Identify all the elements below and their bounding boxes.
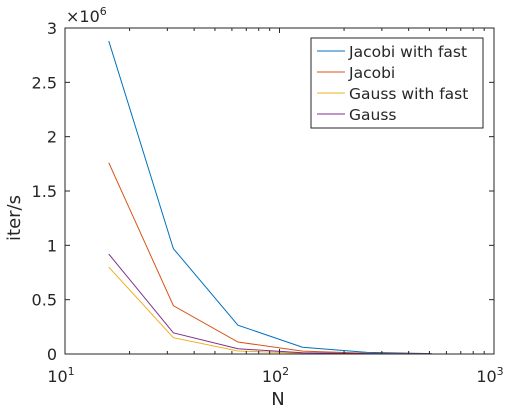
series-layer [108, 40, 432, 355]
legend-label-jacobi: Jacobi [348, 64, 395, 82]
x-tick-label: 101 [47, 365, 74, 386]
y-tick-label: 0 [47, 345, 57, 364]
y-tick-label: 3 [47, 19, 57, 38]
y-tick-label: 1.5 [32, 182, 57, 201]
y-exponent-power: 6 [100, 5, 107, 18]
legend-label-jacobi-with-fast: Jacobi with fast [348, 43, 467, 61]
series-line-jacobi-with-fast [108, 40, 432, 355]
y-tick-label: 2 [47, 128, 57, 147]
y-axis-label: iter/s [4, 195, 25, 241]
y-exponent-label: ×106 [66, 5, 107, 26]
x-tick-label: 102 [262, 365, 289, 386]
y-exponent-base: ×10 [66, 7, 100, 26]
legend-label-gauss-with-fast: Gauss with fast [349, 85, 468, 103]
x-axis-label: N [271, 389, 284, 410]
axes [64, 27, 495, 355]
y-tick-label: 0.5 [32, 291, 57, 310]
y-tick-label: 2.5 [32, 73, 57, 92]
legend-box [310, 37, 484, 129]
legend-label-gauss: Gauss [349, 106, 396, 124]
tick-labels: 0 0.5 1 1.5 2 2.5 3 101 102 103 [32, 19, 504, 386]
legend: Jacobi with fast Jacobi Gauss with fast Gau… [310, 37, 484, 129]
y-tick-label: 1 [47, 236, 57, 255]
x-tick-label: 103 [476, 365, 503, 386]
